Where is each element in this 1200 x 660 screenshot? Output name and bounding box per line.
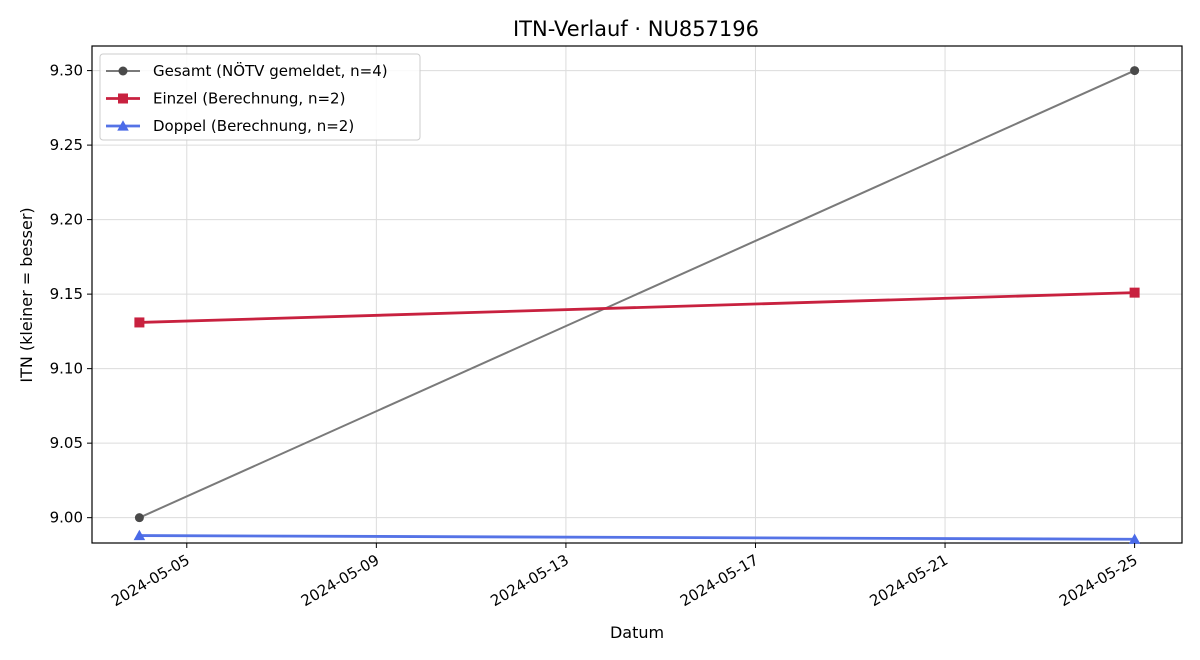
series-2 <box>134 287 1140 328</box>
y-axis-label: ITN (kleiner = besser) <box>17 207 36 382</box>
x-tick-label: 2024-05-13 <box>487 551 572 610</box>
x-tick-label: 2024-05-25 <box>1056 551 1141 610</box>
series-1 <box>134 66 1140 523</box>
data-point-marker <box>118 66 128 76</box>
legend-item: Doppel (Berechnung, n=2) <box>106 117 354 135</box>
data-point-marker <box>118 93 128 104</box>
x-tick-label: 2024-05-05 <box>108 551 193 610</box>
y-tick-label: 9.00 <box>50 509 83 527</box>
y-tick-label: 9.05 <box>50 434 83 452</box>
legend-box <box>99 53 421 141</box>
x-tick-label: 2024-05-09 <box>298 551 383 610</box>
data-point-marker <box>134 513 144 523</box>
x-axis-label: Datum <box>610 623 664 642</box>
series-line <box>139 534 1135 541</box>
legend-label: Gesamt (NÖTV gemeldet, n=4) <box>153 61 388 80</box>
y-tick-label: 9.10 <box>50 360 83 378</box>
data-point-marker <box>134 317 145 328</box>
y-tick-label: 9.25 <box>50 136 83 154</box>
x-tick-label: 2024-05-17 <box>677 551 762 610</box>
x-tick-label: 2024-05-21 <box>867 551 952 610</box>
series-line <box>138 69 1136 519</box>
chart-title: ITN-Verlauf · NU857196 <box>513 17 759 41</box>
legend-item: Einzel (Berechnung, n=2) <box>106 90 345 108</box>
legend-label: Doppel (Berechnung, n=2) <box>153 117 354 135</box>
y-tick-label: 9.30 <box>50 62 83 80</box>
legend: Gesamt (NÖTV gemeldet, n=4) Einzel (Berec… <box>99 53 421 141</box>
data-point-marker <box>117 120 129 131</box>
data-point-marker <box>1129 287 1140 298</box>
data-point-marker <box>1128 533 1141 544</box>
series-3 <box>133 529 1141 544</box>
legend-label: Einzel (Berechnung, n=2) <box>153 90 345 108</box>
data-point-marker <box>1130 66 1140 76</box>
y-tick-label: 9.20 <box>50 211 83 229</box>
legend-item: Gesamt (NÖTV gemeldet, n=4) <box>106 61 388 80</box>
ticks: 2024-05-05 2024-05-09 2024-05-13 2024-05-17… <box>50 62 1141 610</box>
y-tick-label: 9.15 <box>50 285 83 303</box>
series-layer <box>133 66 1141 544</box>
data-point-marker <box>133 529 146 541</box>
series-line <box>139 291 1135 324</box>
